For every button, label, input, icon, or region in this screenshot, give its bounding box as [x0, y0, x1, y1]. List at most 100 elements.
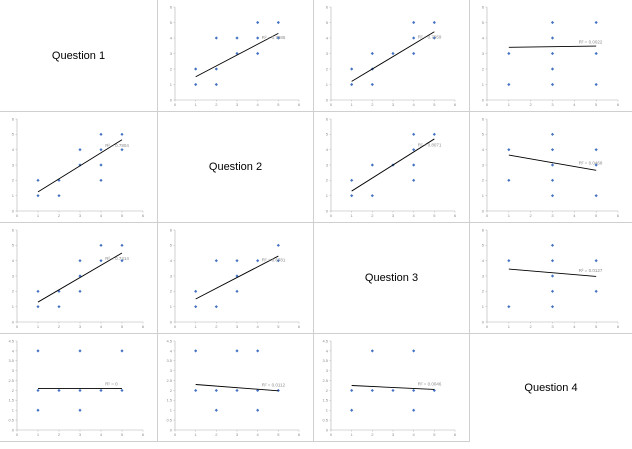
data-point — [99, 163, 103, 167]
y-tick-label: 0 — [170, 319, 173, 324]
question-2-label: Question 2 — [208, 161, 263, 173]
data-point — [78, 388, 82, 393]
x-tick-label: 2 — [215, 432, 218, 437]
data-point — [370, 349, 374, 353]
x-tick-label: 6 — [617, 102, 620, 107]
y-tick-label: 0 — [170, 427, 173, 432]
plot-area: 0 0.5 1 1.5 2 2.5 3 3.5 4 4.5 0 1 2 3 4 5 6 R² = 0.0112 — [166, 338, 300, 437]
x-tick-label: 4 — [573, 324, 576, 329]
y-tick-label: 6 — [326, 4, 329, 9]
x-tick-label: 3 — [392, 102, 395, 107]
x-tick-label: 5 — [433, 102, 436, 107]
data-point — [99, 132, 103, 136]
data-point — [550, 163, 555, 167]
data-point — [350, 388, 354, 393]
x-tick-label: 2 — [371, 432, 374, 437]
y-tick-label: 0.5 — [166, 418, 172, 423]
y-tick-label: 4 — [482, 35, 485, 40]
r-squared-label: R² = 0.8071 — [418, 142, 442, 147]
trendline — [508, 154, 597, 171]
x-tick-label: 0 — [16, 213, 19, 218]
y-tick-label: 3 — [482, 162, 485, 167]
data-point — [370, 82, 374, 87]
y-tick-label: 1 — [12, 193, 15, 198]
y-tick-label: 3 — [170, 368, 173, 373]
question-1-label: Question 1 — [51, 49, 106, 62]
y-tick-label: 1 — [482, 304, 485, 309]
data-point — [507, 305, 511, 309]
data-point — [235, 51, 239, 56]
y-tick-label: 6 — [326, 116, 329, 121]
plot-cell-q1-q3: 0 1 2 3 4 5 6 0 1 2 3 4 5 6 R² = 0.7959 — [314, 0, 470, 112]
data-point — [235, 36, 239, 40]
y-tick-label: 6 — [170, 4, 173, 9]
y-tick-label: 3 — [170, 51, 173, 56]
data-point — [78, 259, 82, 263]
r-squared-label: R² = 0.7959 — [418, 35, 442, 40]
plot-cell-q4-q3: 0 0.5 1 1.5 2 2.5 3 3.5 4 4.5 0 1 2 3 4 5 6 R² = 0.0046 — [314, 334, 470, 442]
data-point — [194, 305, 198, 309]
data-point — [550, 132, 555, 136]
data-point — [507, 148, 511, 152]
plot-area: 0 1 2 3 4 5 6 0 1 2 3 4 5 6 R² = 0.0022 — [482, 4, 620, 107]
y-tick-label: 1 — [326, 193, 329, 198]
r-squared-label: R² = 0.0468 — [579, 160, 603, 165]
x-tick-label: 3 — [79, 213, 82, 218]
r-squared-label: R² = 0.0046 — [418, 382, 442, 387]
y-tick-label: 2 — [326, 388, 329, 393]
data-point — [550, 178, 555, 182]
data-point — [194, 82, 198, 87]
trendline — [195, 32, 279, 78]
x-tick-label: 3 — [551, 324, 554, 329]
x-tick-label: 0 — [174, 324, 177, 329]
x-tick-label: 0 — [330, 213, 333, 218]
plot-area: 0 1 2 3 4 5 6 0 1 2 3 4 5 6 R² = 0.7385 — [170, 4, 301, 107]
plot-area: 0 1 2 3 4 5 6 0 1 2 3 4 5 6 R² = 0.7414 — [12, 227, 145, 329]
data-point — [550, 274, 555, 278]
plot-cell-q4-q1: 0 0.5 1 1.5 2 2.5 3 3.5 4 4.5 0 1 2 3 4 5 6 R² = 0 — [0, 334, 158, 442]
question-3-label: Question 3 — [364, 272, 419, 284]
x-tick-label: 5 — [121, 432, 124, 437]
data-point — [57, 305, 61, 309]
data-point — [256, 408, 260, 412]
scatter-plot-q3-q2: 0 1 2 3 4 5 6 0 1 2 3 4 5 6 R² = 0.6781 — [170, 227, 301, 329]
x-tick-label: 1 — [508, 213, 511, 218]
x-tick-label: 3 — [392, 432, 395, 437]
trendline — [195, 255, 279, 300]
x-tick-label: 1 — [508, 324, 511, 329]
r-squared-label: R² = 0.6781 — [262, 258, 286, 263]
x-tick-label: 2 — [58, 324, 61, 329]
plot-area: 0 0.5 1 1.5 2 2.5 3 3.5 4 4.5 0 1 2 3 4 5 6 R² = 0.0046 — [322, 338, 456, 437]
r-squared-label: R² = 0.0127 — [579, 268, 603, 273]
plot-cell-q3-q2: 0 1 2 3 4 5 6 0 1 2 3 4 5 6 R² = 0.6781 — [158, 223, 314, 334]
x-tick-label: 3 — [551, 213, 554, 218]
r-squared-label: R² = 0 — [105, 381, 118, 386]
y-tick-label: 1.5 — [166, 398, 172, 403]
data-point — [412, 408, 416, 412]
x-tick-label: 4 — [100, 213, 103, 218]
data-point — [370, 388, 374, 393]
cell-question-2: Question 2 — [158, 112, 314, 223]
y-tick-label: 2 — [482, 178, 485, 183]
scatter-plot-q2-q3: 0 1 2 3 4 5 6 0 1 2 3 4 5 6 R² = 0.8071 — [326, 116, 457, 218]
x-tick-label: 2 — [58, 432, 61, 437]
y-tick-label: 0 — [170, 97, 173, 102]
data-point — [550, 82, 555, 87]
y-tick-label: 4 — [482, 258, 485, 263]
data-point — [276, 243, 280, 247]
x-tick-label: 4 — [100, 432, 103, 437]
y-tick-label: 0 — [326, 97, 329, 102]
r-squared-label: R² = 0.7414 — [105, 256, 129, 261]
data-point — [594, 20, 598, 25]
x-tick-label: 4 — [413, 102, 416, 107]
data-point — [370, 194, 374, 198]
cell-question-3: Question 3 — [314, 223, 470, 334]
x-tick-label: 5 — [595, 213, 598, 218]
y-tick-label: 4 — [170, 348, 173, 353]
y-tick-label: 3 — [12, 273, 15, 278]
data-point — [214, 259, 218, 263]
y-tick-label: 5 — [482, 243, 485, 248]
data-point — [507, 178, 511, 182]
x-tick-label: 0 — [174, 432, 177, 437]
